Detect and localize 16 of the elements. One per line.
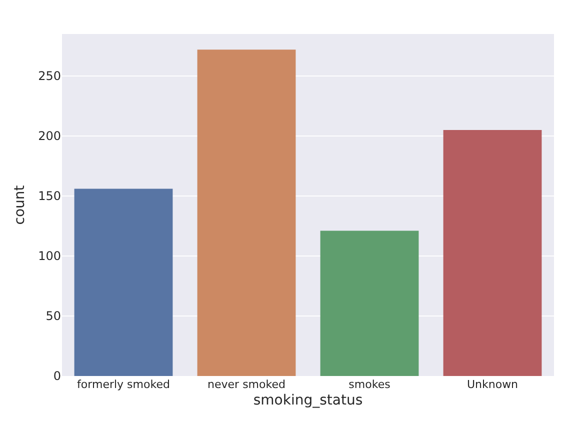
x-axis-title: smoking_status [253, 392, 363, 408]
x-tick-label: formerly smoked [77, 378, 170, 391]
x-tick-label: Unknown [466, 378, 518, 391]
y-axis-title: count [12, 184, 28, 225]
x-tick-label: never smoked [208, 378, 286, 391]
y-tick-label: 200 [38, 129, 61, 144]
y-tick-label: 50 [46, 309, 61, 324]
bar [443, 130, 542, 376]
y-tick-label: 100 [38, 249, 61, 264]
y-tick-label: 250 [38, 69, 61, 84]
bar [197, 50, 296, 376]
x-tick-label: smokes [348, 378, 391, 391]
bar [320, 230, 419, 376]
y-tick-label: 0 [53, 369, 61, 384]
bar [74, 188, 173, 376]
y-tick-label: 150 [38, 189, 61, 204]
